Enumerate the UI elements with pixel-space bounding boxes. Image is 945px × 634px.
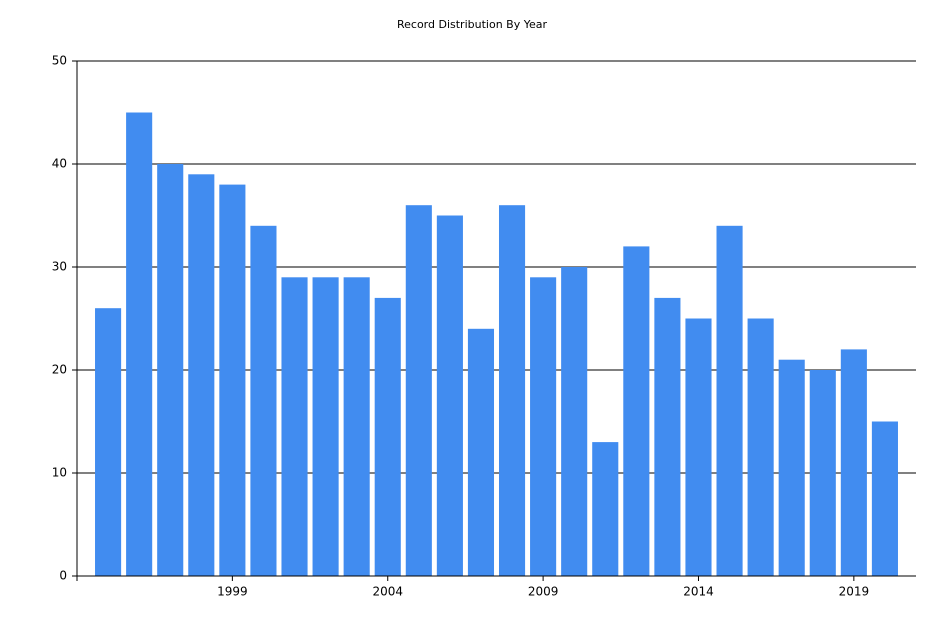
chart-title: Record Distribution By Year: [397, 18, 547, 31]
bar: [343, 277, 370, 576]
bar: [871, 421, 898, 576]
bar: [747, 318, 774, 576]
bar: [654, 297, 681, 576]
x-tick-label: 2004: [372, 585, 403, 599]
bar: [95, 308, 122, 576]
x-tick-label: 2009: [528, 585, 559, 599]
y-tick-label: 40: [52, 157, 67, 171]
bar: [840, 349, 867, 576]
bar: [374, 297, 401, 576]
bar: [809, 370, 836, 576]
y-tick-label: 30: [52, 260, 67, 274]
bar: [561, 267, 588, 576]
bar: [778, 359, 805, 576]
bar: [250, 225, 277, 577]
bar: [157, 164, 184, 576]
y-tick-label: 0: [59, 569, 67, 583]
y-tick-label: 20: [52, 363, 67, 377]
bar: [530, 277, 557, 576]
bar: [405, 205, 432, 576]
y-tick-label: 10: [52, 466, 67, 480]
x-tick-label: 2014: [683, 585, 714, 599]
bar: [281, 277, 308, 576]
x-tick-label: 2019: [839, 585, 870, 599]
bar: [188, 174, 215, 577]
bar: [436, 215, 463, 576]
bar: [592, 442, 619, 576]
bar: [467, 328, 495, 576]
bar: [623, 246, 650, 576]
bar: [498, 205, 526, 576]
y-tick-label: 50: [52, 54, 67, 68]
x-tick-label: 1999: [217, 585, 248, 599]
bar: [312, 277, 339, 576]
bar: [716, 225, 743, 577]
bar: [685, 318, 712, 576]
bar: [126, 112, 153, 576]
bar: [219, 184, 246, 576]
